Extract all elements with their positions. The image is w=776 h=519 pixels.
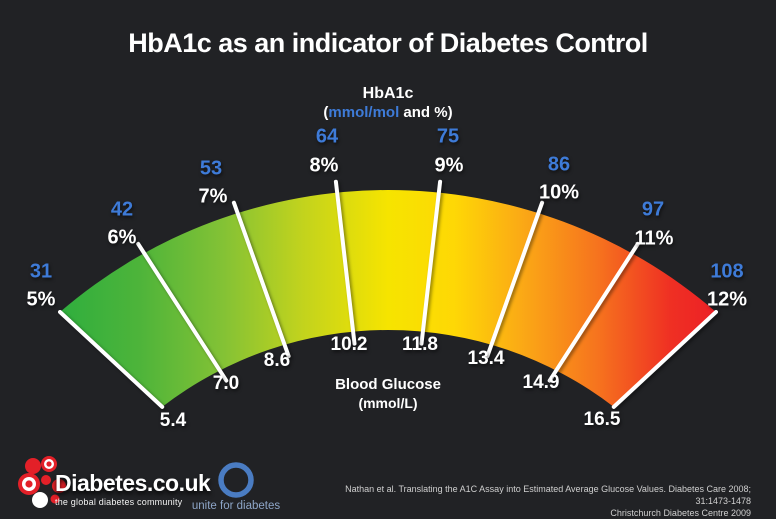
logo-circle xyxy=(25,480,33,488)
gauge-tick-line xyxy=(611,310,718,409)
gauge-band xyxy=(60,190,716,407)
diabetes-couk-logo: Diabetes.co.uk the global diabetes commu… xyxy=(55,470,211,507)
citation-line-1: Nathan et al. Translating the A1C Assay … xyxy=(345,484,751,506)
logo-circle xyxy=(50,494,60,504)
hba1c-axis-title: HbA1c (mmol/mol and %) xyxy=(0,85,776,121)
citation-line-2: Christchurch Diabetes Centre 2009 xyxy=(610,508,751,518)
logo-circle xyxy=(52,479,66,493)
unite-blue-circle-icon xyxy=(218,462,254,498)
brand-tagline: the global diabetes community xyxy=(55,497,183,507)
gauge-tick-line xyxy=(419,179,443,346)
diabetes-couk-circles-icon xyxy=(18,456,66,508)
gauge-tick-line xyxy=(231,200,291,359)
gauge-tick-line xyxy=(58,310,165,409)
gauge-tick-line xyxy=(485,200,545,359)
mmol-mol-highlight: mmol/mol xyxy=(328,104,400,121)
hba1c-axis-title-text: HbA1c xyxy=(362,85,414,102)
gauge-tick-line xyxy=(136,241,229,383)
brand-name: Diabetes.co.uk xyxy=(55,470,211,496)
logo-circle xyxy=(32,492,48,508)
gauge-tick-line xyxy=(547,241,640,383)
gauge-tick-line xyxy=(333,179,357,346)
citation: Nathan et al. Translating the A1C Assay … xyxy=(331,483,751,519)
unite-for-diabetes-label: unite for diabetes xyxy=(191,500,281,512)
logo-circle xyxy=(25,458,41,474)
logo-circle xyxy=(41,475,51,485)
page-title: HbA1c as an indicator of Diabetes Contro… xyxy=(128,28,648,58)
hba1c-axis-units: (mmol/mol and %) xyxy=(323,104,453,121)
logo-circle xyxy=(46,461,52,467)
blood-glucose-axis-title: Blood Glucose (mmol/L) xyxy=(335,376,441,411)
